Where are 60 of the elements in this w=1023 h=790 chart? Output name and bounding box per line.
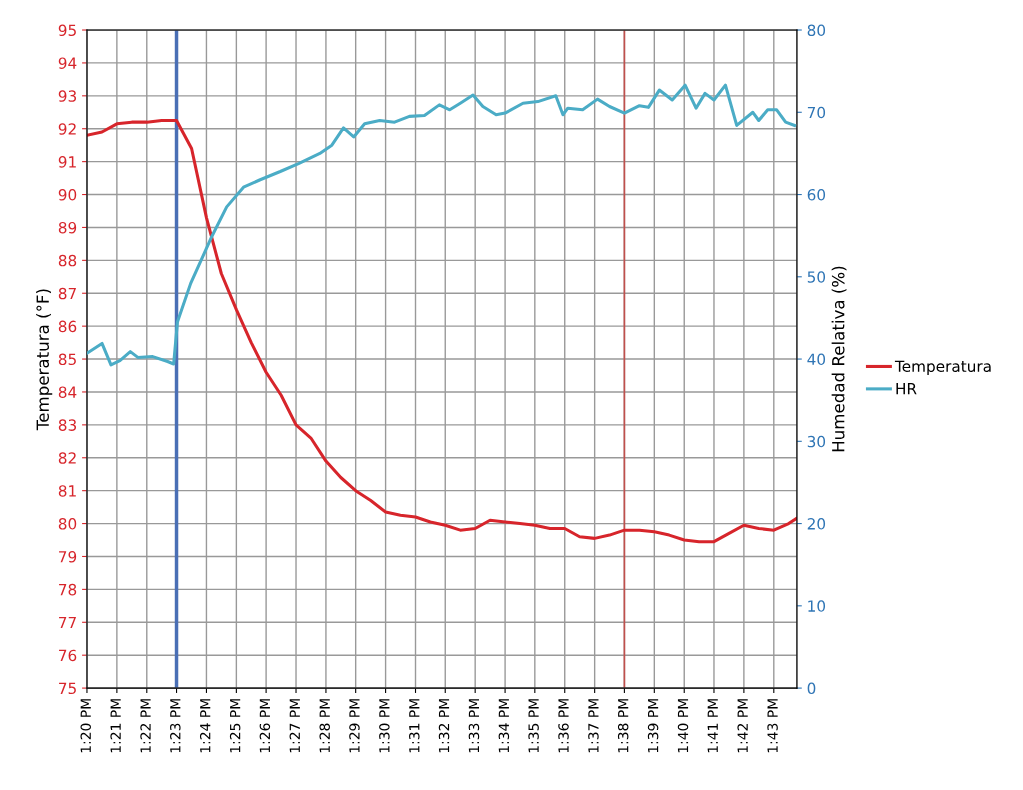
y2-tick-label: 80 (807, 24, 826, 37)
y-tick-label: 80 (58, 518, 77, 530)
y-tick-label: 79 (59, 550, 77, 563)
x-tick-label: 1:39 PM (647, 699, 659, 753)
y-tick-label: 92 (58, 123, 76, 135)
y-tick-label: 78 (59, 583, 77, 596)
x-tick-label: 1:22 PM (140, 699, 151, 753)
y-tick-label: 90 (58, 189, 77, 201)
x-tick-label: 1:31 PM (409, 699, 420, 753)
y-tick-label: 91 (58, 156, 76, 168)
x-tick-label: 1:28 PM (319, 699, 330, 753)
x-tick-label: 1:25 PM (229, 699, 241, 753)
y-tick-label: 83 (58, 419, 77, 431)
legend-label: HR (896, 383, 917, 395)
x-tick-label: 1:35 PM (528, 699, 539, 753)
y-tick-label: 86 (58, 320, 77, 333)
y-tick-label: 89 (58, 221, 77, 234)
x-tick-label: 1:26 PM (259, 699, 271, 753)
x-tick-label: 1:37 PM (588, 699, 599, 753)
y-tick-label: 95 (58, 24, 76, 37)
y2-tick-label: 10 (808, 600, 826, 612)
y2-tick-label: 0 (807, 682, 816, 695)
line-series (86, 118, 797, 544)
y-tick-label: 77 (59, 616, 76, 629)
y-tick-label: 85 (58, 353, 76, 366)
y-tick-label: 94 (58, 57, 77, 69)
x-tick-label: 1:20 PM (80, 699, 91, 753)
y2-axis-title: Humedad Relativa (%) (831, 266, 847, 452)
y-tick-label: 88 (58, 254, 77, 267)
x-tick-label: 1:32 PM (438, 699, 450, 753)
y2-tick-label: 50 (807, 271, 826, 283)
x-tick-label: 1:21 PM (110, 699, 121, 753)
y2-tick-label: 30 (807, 435, 826, 448)
x-tick-label: 1:29 PM (349, 699, 360, 753)
x-tick-label: 1:34 PM (498, 699, 510, 753)
y-tick-label: 84 (58, 386, 77, 398)
x-tick-label: 1:23 PM (170, 699, 181, 753)
y-tick-label: 81 (58, 485, 76, 497)
x-tick-label: 1:40 PM (677, 699, 689, 753)
x-tick-label: 1:41 PM (707, 699, 718, 753)
y-tick-label: 76 (59, 649, 77, 662)
y-tick-label: 93 (58, 90, 77, 102)
y2-tick-label: 60 (807, 189, 826, 201)
y2-tick-label: 20 (807, 518, 826, 530)
legend-label: Temperatura (894, 360, 991, 375)
x-tick-label: 1:24 PM (199, 699, 211, 753)
y-tick-label: 82 (58, 452, 76, 464)
y2-tick-label: 40 (807, 353, 826, 366)
x-tick-label: 1:42 PM (737, 699, 748, 753)
y-tick-label: 75 (59, 682, 76, 695)
y-tick-label: 87 (58, 287, 76, 300)
x-tick-label: 1:30 PM (379, 699, 390, 753)
x-tick-label: 1:43 PM (767, 699, 778, 753)
x-tick-label: 1:27 PM (289, 699, 300, 753)
y2-tick-label: 70 (807, 106, 826, 119)
x-tick-label: 1:33 PM (468, 699, 480, 753)
x-tick-label: 1:36 PM (558, 699, 569, 753)
x-tick-label: 1:38 PM (617, 699, 629, 753)
y-axis-title: Temperatura (°F) (36, 289, 53, 431)
line-series (86, 83, 797, 367)
